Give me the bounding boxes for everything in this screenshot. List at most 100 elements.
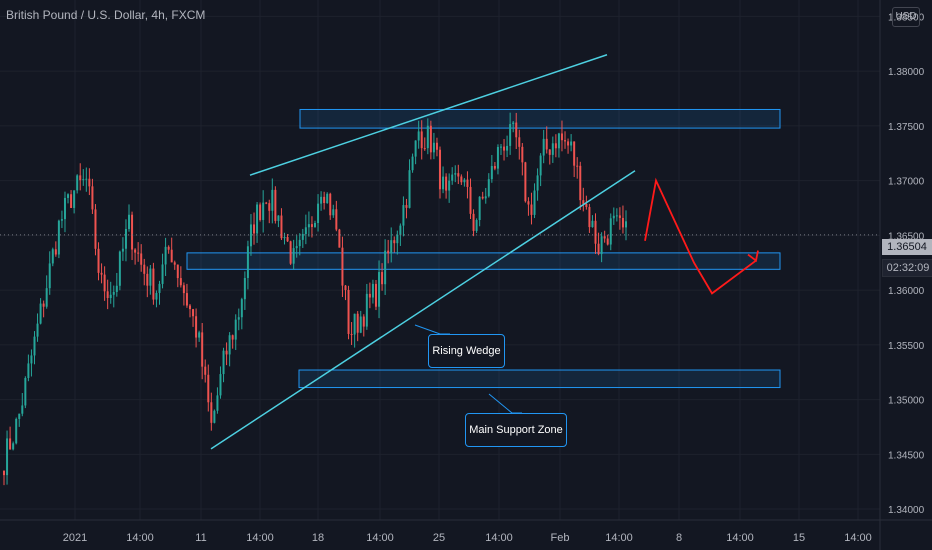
candle-body — [280, 215, 283, 239]
y-tick-label: 1.37500 — [888, 122, 925, 133]
candle-body — [94, 209, 97, 249]
candle-body — [6, 438, 9, 476]
candle-body — [82, 179, 85, 181]
candle-body — [332, 209, 335, 216]
last-price-label: 1.36504 — [882, 239, 932, 255]
candle-body — [533, 190, 536, 215]
candle-body — [173, 262, 176, 265]
x-tick-label: 14:00 — [726, 532, 754, 544]
currency-button[interactable]: USD — [892, 7, 920, 27]
candle-body — [67, 194, 70, 198]
candle-body — [365, 293, 368, 327]
candle-body — [268, 203, 271, 211]
candle-body — [426, 125, 429, 149]
y-tick-label: 1.35000 — [888, 396, 925, 407]
candle-body — [512, 122, 515, 125]
y-tick-label: 1.34500 — [888, 450, 925, 461]
candle-body — [420, 131, 423, 149]
candle-body — [445, 176, 448, 191]
candle-body — [576, 165, 579, 167]
candle-body — [615, 215, 618, 217]
candle-body — [612, 215, 615, 219]
candle-body — [207, 374, 210, 403]
x-tick-label: 14:00 — [246, 532, 274, 544]
candle-body — [368, 293, 371, 298]
candle-body — [234, 319, 237, 340]
x-tick-label: 14:00 — [605, 532, 633, 544]
candle-body — [54, 249, 57, 255]
candle-body — [326, 193, 329, 203]
x-tick-label: 18 — [312, 532, 324, 544]
candle-body — [91, 186, 94, 210]
candle-body — [414, 140, 417, 157]
candle-body — [170, 249, 173, 263]
candle-body — [475, 220, 478, 231]
candle-body — [100, 272, 103, 275]
candle-body — [554, 143, 557, 149]
main-support-callout[interactable]: Main Support Zone — [465, 413, 567, 447]
projection-path — [644, 177, 757, 295]
candle-body — [51, 249, 54, 264]
candle-body — [524, 162, 527, 202]
candle-body — [460, 176, 463, 183]
candle-body — [176, 264, 179, 279]
candle-body — [63, 197, 66, 220]
candle-body — [246, 246, 249, 278]
x-tick-label: 25 — [433, 532, 445, 544]
candle-body — [295, 246, 298, 249]
x-tick-label: 14:00 — [366, 532, 394, 544]
candle-body — [381, 272, 384, 285]
candle-body — [594, 220, 597, 244]
candle-body — [60, 219, 63, 221]
candle-body — [158, 283, 161, 293]
candle-body — [155, 292, 158, 300]
candle-body — [79, 175, 82, 181]
x-tick-label: 14:00 — [485, 532, 513, 544]
candle-body — [12, 443, 15, 450]
rising-wedge-callout[interactable]: Rising Wedge — [428, 334, 505, 368]
candle-body — [143, 264, 146, 274]
symbol-title[interactable]: British Pound / U.S. Dollar, 4h, FXCM — [6, 8, 206, 22]
candle-body — [298, 239, 301, 247]
bar-countdown-label: 02:32:09 — [882, 259, 932, 277]
projection-arrowhead — [747, 250, 759, 263]
candle-body — [432, 142, 435, 153]
candle-body — [289, 241, 292, 264]
x-tick-label: Feb — [551, 532, 570, 544]
candle-body — [42, 303, 45, 307]
candle-body — [314, 223, 316, 227]
candle-body — [564, 140, 567, 142]
candle-body — [225, 350, 228, 355]
candle-body — [588, 207, 591, 228]
candle-body — [228, 335, 231, 355]
candle-body — [374, 283, 377, 307]
candle-body — [192, 309, 195, 317]
candle-body — [490, 166, 493, 180]
price-zone — [298, 369, 781, 389]
candle-body — [283, 237, 286, 239]
candle-body — [222, 350, 225, 375]
candle-body — [277, 215, 280, 221]
candle-body — [579, 165, 582, 201]
candle-body — [210, 402, 213, 423]
candle-body — [567, 141, 570, 146]
candle-body — [112, 291, 115, 295]
candle-body — [310, 224, 313, 227]
candle-body — [451, 174, 454, 181]
candle-body — [21, 405, 24, 414]
candle-body — [106, 291, 109, 299]
candle-body — [350, 333, 353, 335]
candle-body — [219, 374, 222, 396]
candle-body — [304, 227, 307, 235]
x-tick-label: 15 — [793, 532, 805, 544]
wedge-upper-line — [249, 54, 608, 176]
candle-body — [140, 253, 143, 265]
candle-body — [527, 201, 530, 205]
candle-body — [603, 236, 606, 239]
x-tick-label: 2021 — [63, 532, 87, 544]
y-tick-label: 1.38500 — [888, 12, 925, 23]
candle-body — [249, 224, 252, 247]
candle-body — [216, 395, 219, 411]
candle-body — [121, 248, 124, 252]
